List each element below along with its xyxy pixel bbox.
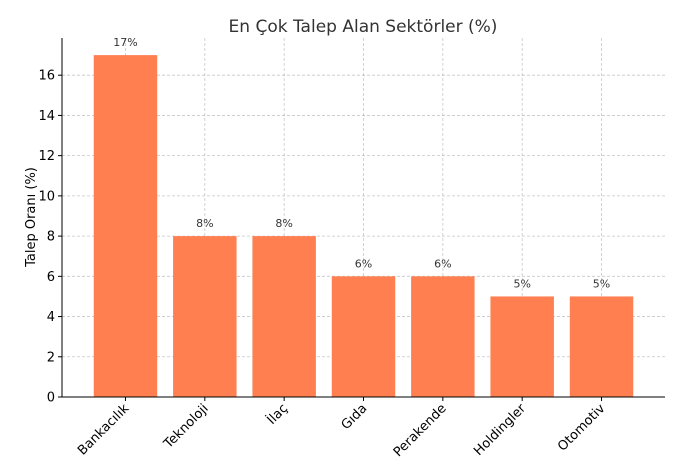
y-tick-label: 4 bbox=[47, 310, 55, 325]
x-tick-label: Gıda bbox=[339, 401, 371, 433]
data-label: 5% bbox=[513, 277, 530, 290]
data-label: 17% bbox=[113, 36, 137, 49]
data-label: 6% bbox=[355, 257, 372, 270]
x-tick-label: Bankacılık bbox=[75, 401, 133, 459]
x-tick-label: Perakende bbox=[391, 401, 450, 460]
bar bbox=[173, 236, 237, 397]
x-tick-label: İlaç bbox=[264, 401, 291, 428]
data-label: 8% bbox=[196, 217, 213, 230]
x-tick-label: Otomotiv bbox=[555, 401, 608, 454]
x-tick-label: Holdingler bbox=[471, 401, 529, 459]
y-tick-label: 12 bbox=[38, 149, 55, 164]
chart-title: En Çok Talep Alan Sektörler (%) bbox=[229, 17, 498, 37]
y-tick-label: 0 bbox=[47, 391, 55, 406]
bar bbox=[490, 296, 554, 397]
bar bbox=[93, 55, 158, 397]
bar bbox=[252, 236, 316, 397]
data-labels: 17% 8% 8% 6% 6% 5% 5% bbox=[113, 36, 610, 290]
y-tick-label: 14 bbox=[38, 109, 55, 124]
y-tick-label: 16 bbox=[38, 69, 55, 84]
y-axis-title: Talep Oranı (%) bbox=[24, 167, 39, 268]
data-label: 6% bbox=[434, 257, 451, 270]
y-tick-label: 8 bbox=[47, 230, 55, 245]
x-tick-label: Teknoloji bbox=[161, 401, 212, 452]
bar bbox=[411, 276, 475, 397]
data-label: 5% bbox=[593, 277, 610, 290]
y-tick-label: 10 bbox=[38, 189, 55, 204]
bar bbox=[331, 276, 396, 397]
y-tick-label: 6 bbox=[47, 270, 55, 285]
data-label: 8% bbox=[275, 217, 292, 230]
bar bbox=[569, 296, 634, 397]
y-tick-label: 2 bbox=[47, 350, 55, 365]
bars bbox=[93, 55, 634, 397]
